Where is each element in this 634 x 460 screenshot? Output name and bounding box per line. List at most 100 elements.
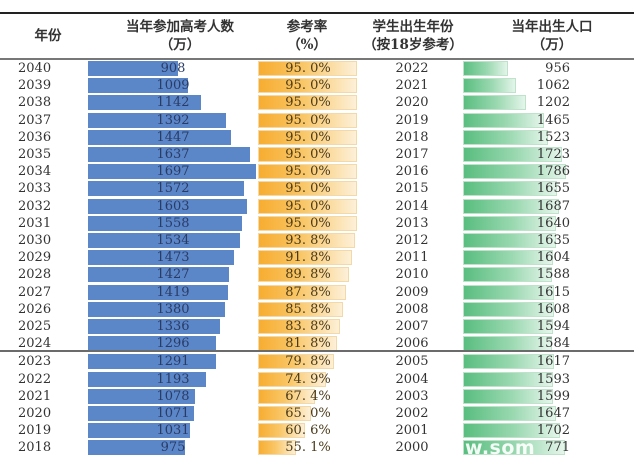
births-bar — [463, 164, 566, 180]
rate-value: 87. 8% — [285, 284, 331, 300]
births-bar — [463, 129, 548, 145]
birth-year-cell: 2017 — [395, 147, 429, 162]
rate-bar — [258, 198, 357, 214]
rate-bar — [258, 95, 357, 111]
births-value: 1615 — [536, 284, 570, 300]
year-cell: 2032 — [18, 198, 52, 214]
examinees-value: 1336 — [156, 319, 190, 334]
rate-bar — [258, 284, 347, 300]
births-bar — [463, 147, 562, 162]
births-bar — [463, 336, 552, 352]
births-bar — [463, 267, 553, 283]
examinees-value: 1419 — [156, 284, 190, 300]
examinees-value: 1031 — [156, 423, 190, 439]
header-rate-unit: （%） — [287, 37, 327, 53]
births-value: 1523 — [536, 129, 570, 145]
watermark: w.som — [465, 437, 536, 459]
birth-year-cell: 2016 — [395, 164, 429, 180]
table-row: 2030 1534 93. 8% 2012 1635 — [0, 232, 634, 249]
births-value: 1202 — [536, 95, 570, 111]
births-bar — [463, 301, 554, 317]
examinees-value: 1071 — [156, 406, 190, 421]
year-cell: 2022 — [18, 371, 52, 387]
examinees-value: 1142 — [156, 95, 190, 111]
table-row: 2028 1427 89. 8% 2010 1588 — [0, 266, 634, 283]
rate-bar — [258, 319, 340, 334]
examinees-bar — [88, 354, 216, 370]
births-bar — [463, 181, 557, 197]
year-cell: 2037 — [18, 112, 52, 128]
rate-bar — [258, 440, 297, 456]
births-value: 1723 — [536, 147, 570, 162]
birth-year-cell: 2007 — [395, 319, 429, 334]
births-bar — [463, 95, 526, 111]
examinees-value: 1697 — [156, 164, 190, 180]
rate-value: 95. 0% — [285, 215, 331, 231]
header-examinees-label: 当年参加高考人数 — [126, 19, 234, 35]
birth-year-cell: 2004 — [395, 371, 429, 387]
births-value: 1635 — [536, 233, 570, 248]
examinees-bar — [88, 336, 217, 352]
births-bar — [463, 233, 556, 248]
examinees-bar — [88, 95, 202, 111]
examinees-value: 1380 — [156, 301, 190, 317]
examinees-bar — [88, 215, 243, 231]
examinees-value: 1291 — [156, 354, 190, 370]
year-cell: 2036 — [18, 129, 52, 145]
examinees-bar — [88, 388, 195, 404]
year-cell: 2027 — [18, 284, 52, 300]
header-rate: 参考率 （%） — [262, 18, 352, 54]
birth-year-cell: 2001 — [395, 423, 429, 439]
rate-bar — [258, 371, 327, 387]
table-row: 2023 1291 79. 8% 2005 1617 — [0, 353, 634, 370]
examinees-value: 1603 — [156, 198, 190, 214]
examinees-bar — [88, 284, 229, 300]
examinees-bar — [88, 233, 240, 248]
births-bar — [463, 215, 556, 231]
birth-year-cell: 2015 — [395, 181, 429, 197]
births-value: 1702 — [536, 423, 570, 439]
year-cell: 2033 — [18, 181, 52, 197]
year-cell: 2023 — [18, 354, 52, 370]
births-bar — [463, 250, 554, 266]
rate-value: 95. 0% — [285, 61, 331, 76]
rate-value: 95. 0% — [285, 129, 331, 145]
year-cell: 2019 — [18, 423, 52, 439]
births-value: 1687 — [536, 198, 570, 214]
births-bar — [463, 406, 557, 421]
birth-year-cell: 2014 — [395, 198, 429, 214]
births-bar — [463, 319, 553, 334]
year-cell: 2040 — [18, 61, 52, 76]
rate-bar — [258, 215, 357, 231]
examinees-bar — [88, 301, 225, 317]
birth-year-cell: 2003 — [395, 388, 429, 404]
births-value: 1593 — [536, 371, 570, 387]
rate-value: 95. 0% — [285, 147, 331, 162]
year-cell: 2034 — [18, 164, 52, 180]
divider-rule — [0, 350, 634, 352]
header-birth-year-label: 学生出生年份 — [372, 19, 454, 35]
births-value: 1604 — [536, 250, 570, 266]
births-bar — [463, 440, 565, 456]
rate-value: 95. 0% — [285, 112, 331, 128]
examinees-bar — [88, 129, 232, 145]
table-row: 2034 1697 95. 0% 2016 1786 — [0, 163, 634, 180]
birth-year-cell: 2005 — [395, 354, 429, 370]
header-rule — [0, 58, 634, 60]
table-row: 2024 1296 81. 8% 2006 1584 — [0, 335, 634, 352]
examinees-value: 1534 — [156, 233, 190, 248]
rate-value: 95. 0% — [285, 78, 331, 94]
examinees-value: 1473 — [156, 250, 190, 266]
birth-year-cell: 2000 — [395, 440, 429, 456]
year-cell: 2024 — [18, 336, 52, 352]
rate-value: 67. 4% — [285, 388, 331, 404]
rate-bar — [258, 406, 312, 421]
examinees-bar — [88, 164, 256, 180]
year-cell: 2030 — [18, 233, 52, 248]
rate-value: 95. 0% — [285, 95, 331, 111]
rate-bar — [258, 250, 353, 266]
births-value: 1608 — [536, 301, 570, 317]
examinees-bar — [88, 406, 195, 421]
birth-year-cell: 2019 — [395, 112, 429, 128]
header-birth-year-note: （按18岁参考） — [363, 37, 463, 53]
